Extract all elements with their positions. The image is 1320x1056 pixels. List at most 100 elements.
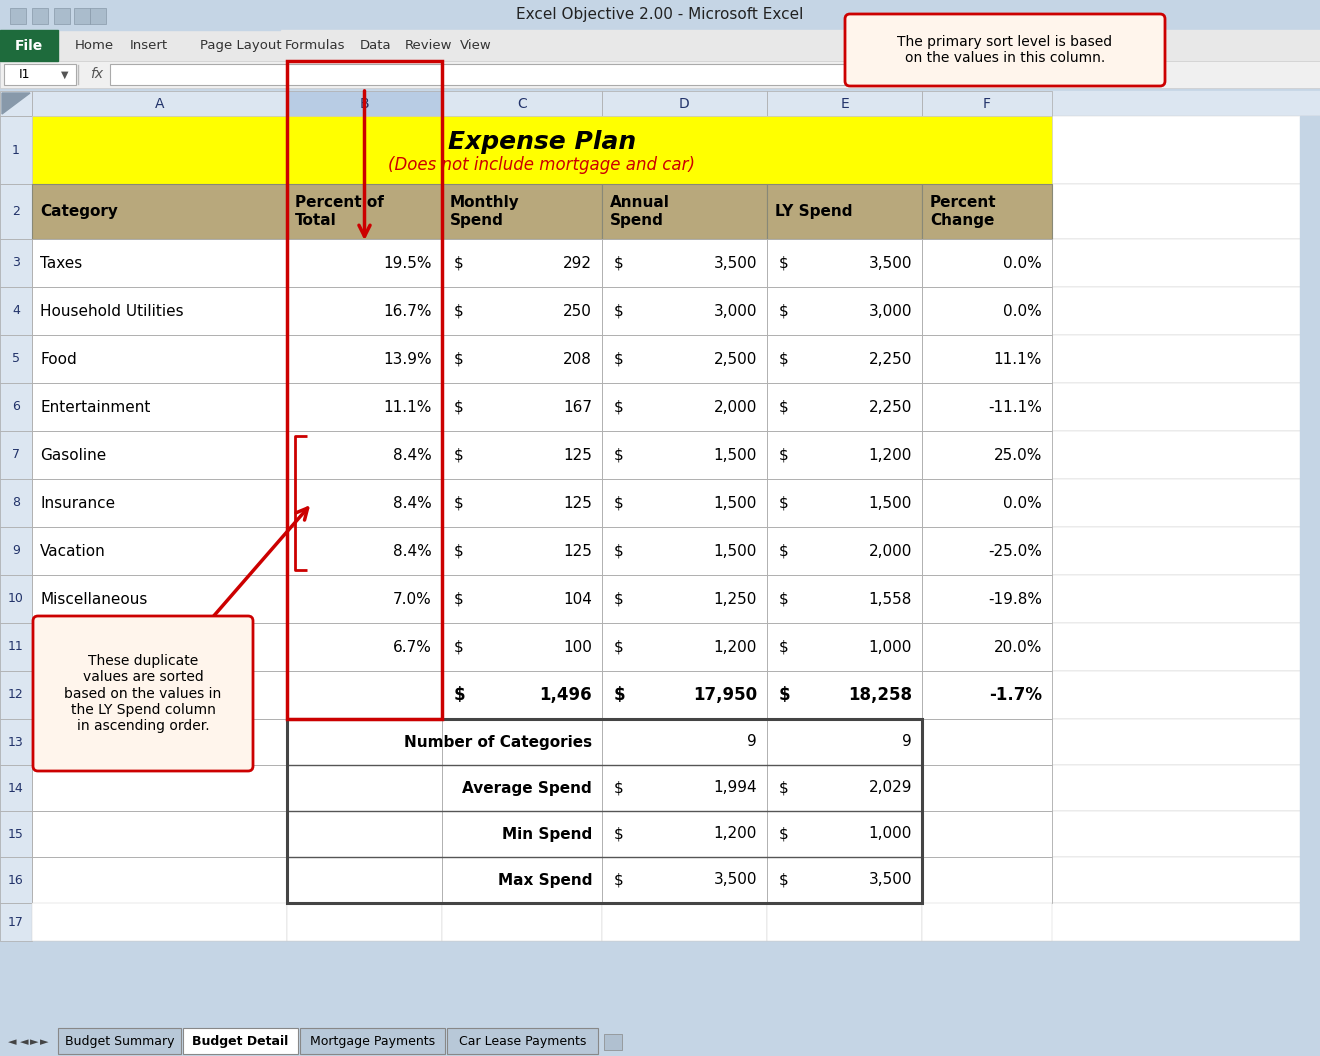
Bar xyxy=(767,719,921,765)
Bar xyxy=(767,91,921,116)
Text: 292: 292 xyxy=(564,256,591,270)
Bar xyxy=(32,527,1320,576)
Text: 1,500: 1,500 xyxy=(714,495,756,510)
Bar xyxy=(0,479,32,527)
Bar xyxy=(32,116,1052,184)
Bar xyxy=(442,857,602,903)
Bar xyxy=(442,287,602,335)
Text: 125: 125 xyxy=(564,448,591,463)
Text: 10: 10 xyxy=(8,592,24,605)
Bar xyxy=(0,383,32,431)
Bar xyxy=(921,184,1052,239)
Text: $: $ xyxy=(454,399,463,415)
Text: Annual
Spend: Annual Spend xyxy=(610,195,669,228)
Bar xyxy=(921,671,1052,719)
Text: C: C xyxy=(517,96,527,111)
Text: Data: Data xyxy=(360,39,392,52)
Bar xyxy=(767,527,921,576)
Text: $: $ xyxy=(614,686,626,704)
Text: $: $ xyxy=(779,256,789,270)
Bar xyxy=(32,811,1320,857)
Bar xyxy=(767,811,921,857)
Text: $: $ xyxy=(454,303,463,319)
Text: LY Spend: LY Spend xyxy=(775,204,853,219)
Bar xyxy=(286,719,921,903)
Text: 8.4%: 8.4% xyxy=(393,448,432,463)
Text: 20.0%: 20.0% xyxy=(994,640,1041,655)
Bar xyxy=(442,239,602,287)
Text: 2: 2 xyxy=(12,205,20,218)
Bar xyxy=(921,91,1052,116)
Bar xyxy=(286,184,442,239)
Text: 2,250: 2,250 xyxy=(869,399,912,415)
Text: -11.1%: -11.1% xyxy=(989,399,1041,415)
Text: 2,000: 2,000 xyxy=(714,399,756,415)
Text: 3,000: 3,000 xyxy=(714,303,756,319)
Bar xyxy=(0,0,280,30)
Text: 7.0%: 7.0% xyxy=(393,591,432,606)
Bar xyxy=(921,576,1052,623)
Bar xyxy=(4,64,77,84)
Bar xyxy=(32,91,286,116)
Bar xyxy=(32,287,1320,335)
Text: Budget Detail: Budget Detail xyxy=(193,1036,289,1049)
Text: ►: ► xyxy=(40,1037,49,1046)
Text: Vacation: Vacation xyxy=(40,544,106,559)
Bar xyxy=(767,335,921,383)
Text: $: $ xyxy=(779,399,789,415)
Text: 1,500: 1,500 xyxy=(714,448,756,463)
Text: 15: 15 xyxy=(8,828,24,841)
Text: $: $ xyxy=(614,780,624,795)
Bar xyxy=(32,857,286,903)
Bar xyxy=(32,857,1320,903)
Text: 0.0%: 0.0% xyxy=(1003,256,1041,270)
Bar xyxy=(32,8,48,24)
Text: 250: 250 xyxy=(564,303,591,319)
Bar xyxy=(32,671,286,719)
Text: Home: Home xyxy=(75,39,114,52)
Text: 11: 11 xyxy=(8,641,24,654)
Bar xyxy=(0,239,32,287)
Text: 11.1%: 11.1% xyxy=(994,352,1041,366)
Text: 167: 167 xyxy=(564,399,591,415)
Bar xyxy=(286,765,442,811)
Text: ◄: ◄ xyxy=(20,1037,29,1046)
Bar xyxy=(921,903,1052,941)
Bar xyxy=(921,479,1052,527)
Text: 9: 9 xyxy=(747,735,756,750)
Text: Budget Summary: Budget Summary xyxy=(65,1036,174,1049)
Bar xyxy=(767,623,921,671)
Text: $: $ xyxy=(779,780,789,795)
Text: $: $ xyxy=(614,256,624,270)
Text: 3,500: 3,500 xyxy=(714,256,756,270)
Text: Car Lease Payments: Car Lease Payments xyxy=(459,1036,586,1049)
Bar xyxy=(0,1018,58,1027)
Bar xyxy=(32,811,286,857)
Text: Miscellaneous: Miscellaneous xyxy=(40,591,148,606)
Text: 4: 4 xyxy=(12,304,20,318)
Text: 125: 125 xyxy=(564,544,591,559)
Text: Average Spend: Average Spend xyxy=(462,780,591,795)
Bar xyxy=(32,431,286,479)
Text: 9: 9 xyxy=(903,735,912,750)
Text: 25.0%: 25.0% xyxy=(994,448,1041,463)
Bar xyxy=(0,623,32,671)
Text: $: $ xyxy=(454,544,463,559)
Bar xyxy=(442,527,602,576)
Bar xyxy=(602,576,767,623)
Bar xyxy=(921,287,1052,335)
Bar xyxy=(32,335,286,383)
Text: 9: 9 xyxy=(12,545,20,558)
Bar xyxy=(442,335,602,383)
Bar xyxy=(767,765,921,811)
Bar xyxy=(0,91,1320,116)
Text: The primary sort level is based
on the values in this column.: The primary sort level is based on the v… xyxy=(898,35,1113,65)
Bar xyxy=(767,184,921,239)
Bar xyxy=(32,239,286,287)
Text: $: $ xyxy=(614,448,624,463)
Text: 1,496: 1,496 xyxy=(540,686,591,704)
Bar xyxy=(0,30,1320,61)
Text: 2,029: 2,029 xyxy=(869,780,912,795)
Bar xyxy=(182,1027,298,1054)
Text: Review: Review xyxy=(405,39,453,52)
